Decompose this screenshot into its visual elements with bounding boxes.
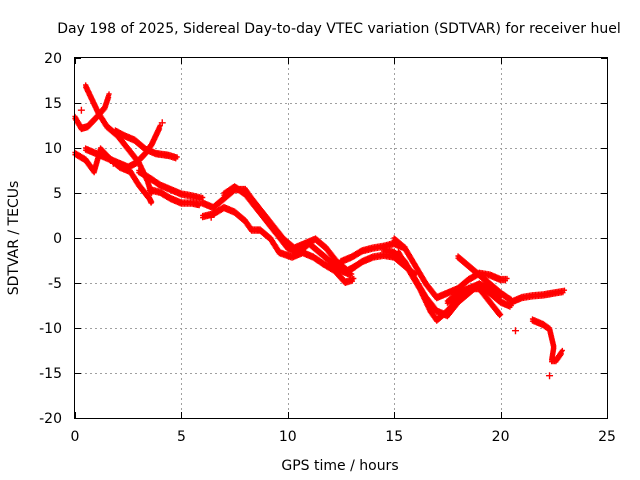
data-point [106,91,112,97]
y-tick-label: 20 [44,51,62,67]
y-tick-label: -10 [39,321,62,337]
data-point [498,311,504,318]
x-tick-label: 20 [492,429,510,445]
y-tick-label: -20 [39,411,62,427]
x-tick-label: 15 [385,429,403,445]
grid [75,58,607,418]
data-point [497,312,503,319]
series-track-9 [200,203,357,286]
series-track-18 [508,287,568,306]
y-tick-label: -15 [39,366,62,382]
x-tick-label: 25 [598,429,616,445]
x-tick-label: 10 [279,429,297,445]
data-point [77,106,85,114]
data-point [174,154,180,160]
data-point [200,194,206,201]
series-track-1 [83,82,155,197]
data-marks [72,82,568,380]
data-point [158,119,166,127]
data-point [109,159,117,167]
y-axis-label: SDTVAR / TECUs [6,181,22,296]
x-axis-label: GPS time / hours [281,458,398,474]
data-point [504,275,510,282]
y-tick-label: 10 [44,141,62,157]
chart-title: Day 198 of 2025, Sidereal Day-to-day VTE… [57,21,620,37]
data-point [559,347,565,354]
data-point [558,351,564,357]
series-track-7 [146,185,204,209]
series-track-2 [72,91,112,133]
series-track-8 [200,185,359,275]
series-track-17 [444,284,504,319]
data-point [349,278,355,284]
x-tick-label: 5 [177,429,186,445]
y-tick-label: -5 [48,276,62,292]
data-point [351,275,357,282]
series-track-10 [221,183,355,279]
series-track-19 [529,316,565,365]
x-tick-label: 0 [71,429,80,445]
plot-frame [74,57,608,419]
y-tick-label: 15 [44,96,62,112]
axis-ticks: 0 5 10 15 20 25 -20 -15 -10 -5 0 5 10 15 20 [39,51,616,445]
y-tick-label: 0 [53,231,62,247]
series-track-14 [391,235,510,302]
series-track-6 [136,167,206,202]
series-outliers [77,106,554,380]
data-point [561,287,568,293]
series-track-5 [112,127,180,162]
y-tick-label: 5 [53,186,62,202]
data-point [511,327,519,335]
data-point [149,199,155,205]
data-point [207,213,215,221]
data-point [546,372,554,380]
